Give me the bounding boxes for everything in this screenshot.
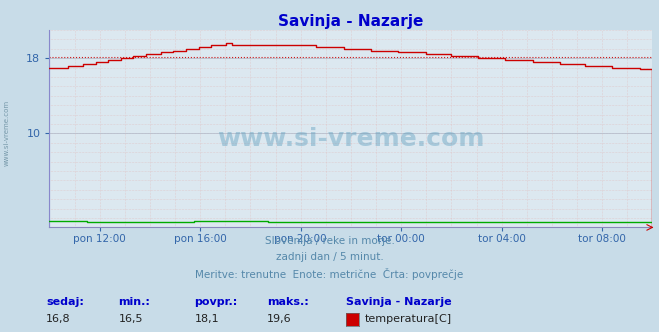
Text: min.:: min.: [119, 297, 150, 307]
Text: 16,8: 16,8 [46, 314, 71, 324]
Title: Savinja - Nazarje: Savinja - Nazarje [278, 14, 424, 29]
Text: 19,6: 19,6 [267, 314, 291, 324]
Text: sedaj:: sedaj: [46, 297, 84, 307]
Text: 18,1: 18,1 [194, 314, 219, 324]
Text: www.si-vreme.com: www.si-vreme.com [217, 126, 484, 150]
Text: temperatura[C]: temperatura[C] [364, 314, 451, 324]
Text: maks.:: maks.: [267, 297, 308, 307]
Text: www.si-vreme.com: www.si-vreme.com [3, 100, 10, 166]
Text: zadnji dan / 5 minut.: zadnji dan / 5 minut. [275, 252, 384, 262]
Text: Savinja - Nazarje: Savinja - Nazarje [346, 297, 451, 307]
Text: Meritve: trenutne  Enote: metrične  Črta: povprečje: Meritve: trenutne Enote: metrične Črta: … [195, 268, 464, 280]
Text: Slovenija / reke in morje.: Slovenija / reke in morje. [264, 236, 395, 246]
Text: 16,5: 16,5 [119, 314, 143, 324]
Text: povpr.:: povpr.: [194, 297, 238, 307]
